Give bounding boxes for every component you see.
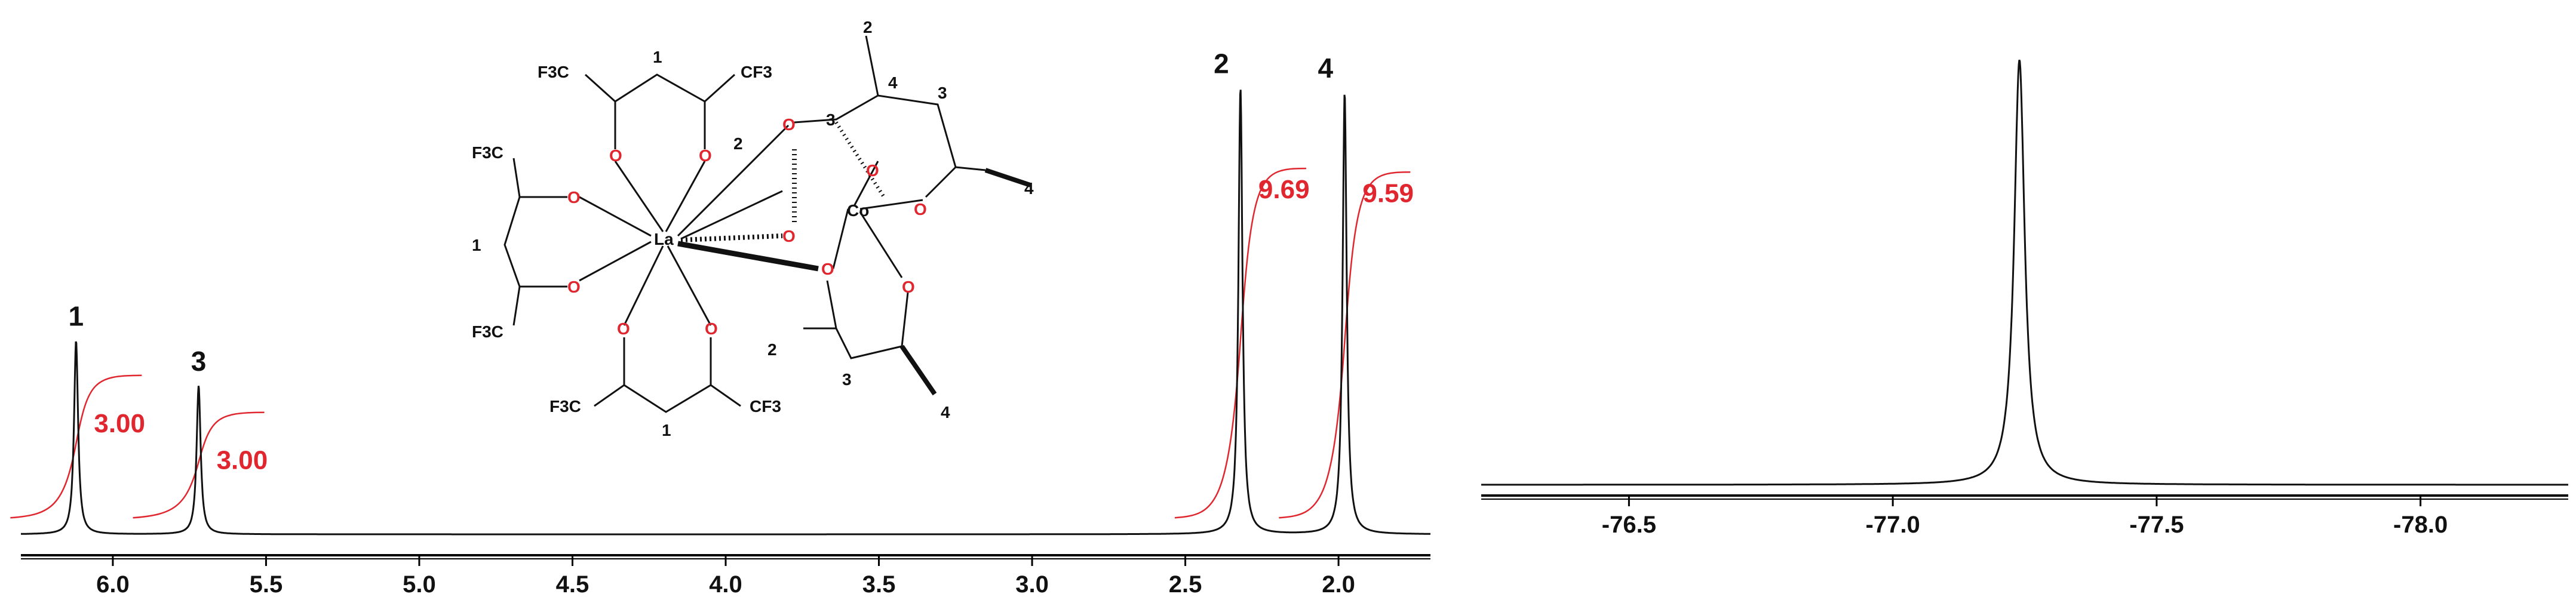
x-tick-label: -76.5 [1602, 512, 1656, 538]
peak-label: 2 [1214, 48, 1229, 79]
svg-text:2: 2 [767, 340, 777, 359]
co-wedge-bond-bottom [899, 344, 937, 396]
svg-text:O: O [821, 260, 834, 278]
x-tick-label: 3.5 [862, 571, 896, 598]
la-bonds [579, 124, 790, 326]
hfac-bottom-ring [594, 337, 741, 413]
integral-curve [1174, 167, 1306, 519]
svg-text:F3C: F3C [538, 63, 569, 81]
svg-text:2: 2 [863, 18, 873, 36]
integral-value: 3.00 [94, 409, 145, 438]
x-tick-label: 5.0 [403, 571, 436, 598]
integral-value: 9.69 [1258, 175, 1310, 204]
svg-text:1: 1 [662, 421, 671, 439]
svg-text:4: 4 [941, 403, 950, 422]
h1-nmr-spectrum: 6.0 5.5 5.0 4.5 4.0 3.5 3.0 2.5 2.0 3.00 3.00 9.69… [10, 48, 1430, 598]
svg-text:O: O [705, 319, 718, 338]
svg-text:3: 3 [826, 110, 836, 129]
x-tick-label: 3.0 [1015, 571, 1049, 598]
molecular-structure: La Co [472, 18, 1034, 439]
co-hashed-bond-2 [834, 121, 886, 198]
svg-text:O: O [609, 146, 622, 165]
integral-curve [1279, 171, 1411, 519]
x-tick-label: -78.0 [2393, 512, 2448, 538]
svg-text:1: 1 [472, 236, 481, 254]
oxygen-atoms: O O O O O O O O O O O O [567, 115, 927, 338]
integral-curve [133, 411, 265, 519]
svg-text:F3C: F3C [472, 143, 503, 162]
svg-text:O: O [902, 278, 915, 296]
x-tick-label: 5.5 [250, 571, 283, 598]
peak-label: 4 [1318, 53, 1334, 84]
position-labels: 1 1 1 2 2 2 3 3 3 4 4 4 [472, 18, 1034, 439]
la-atom: La [654, 230, 674, 248]
peak-label: 3 [191, 346, 207, 377]
svg-text:CF3: CF3 [750, 397, 781, 416]
integral-value: 3.00 [217, 446, 268, 475]
peak-label: 1 [69, 300, 84, 331]
x-tick-label: 2.5 [1169, 571, 1202, 598]
cf3-groups: F3C CF3 F3C F3C F3C CF3 [472, 63, 781, 416]
svg-text:4: 4 [1024, 179, 1034, 198]
spectrum-trace [21, 90, 1430, 536]
svg-text:O: O [914, 200, 927, 219]
svg-text:F3C: F3C [472, 322, 503, 341]
integral-curve [10, 374, 142, 519]
x-tick-label: 6.0 [96, 571, 130, 598]
x-tick-label: -77.0 [1866, 512, 1920, 538]
svg-text:1: 1 [653, 48, 662, 66]
f19-nmr-spectrum: -76.5 -77.0 -77.5 -78.0 [1481, 59, 2568, 538]
svg-text:O: O [567, 188, 581, 207]
la-hashed-bond [680, 233, 783, 242]
svg-text:2: 2 [733, 134, 743, 153]
svg-text:O: O [567, 278, 581, 296]
x-tick-label: -77.5 [2129, 512, 2184, 538]
svg-text:3: 3 [938, 84, 947, 102]
svg-text:CF3: CF3 [741, 63, 772, 81]
spectrum-trace [1481, 59, 2568, 486]
hfac-top-ring [584, 73, 736, 149]
hfac-left-ring [503, 158, 567, 326]
x-tick-label: 2.0 [1322, 571, 1355, 598]
svg-text:4: 4 [888, 73, 898, 92]
x-tick-label: 4.0 [709, 571, 742, 598]
co-chelate-rings [794, 35, 986, 359]
svg-text:O: O [866, 161, 879, 180]
svg-text:O: O [782, 227, 796, 245]
svg-text:O: O [782, 115, 796, 134]
integral-value: 9.59 [1362, 179, 1414, 208]
co-atom: Co [847, 201, 869, 220]
la-wedge-bond [677, 241, 819, 272]
x-tick-label: 4.5 [556, 571, 589, 598]
co-wedge-bond-4 [984, 168, 1031, 187]
svg-text:3: 3 [842, 370, 852, 389]
svg-text:O: O [617, 319, 630, 338]
svg-text:F3C: F3C [549, 397, 581, 416]
svg-text:O: O [699, 146, 712, 165]
